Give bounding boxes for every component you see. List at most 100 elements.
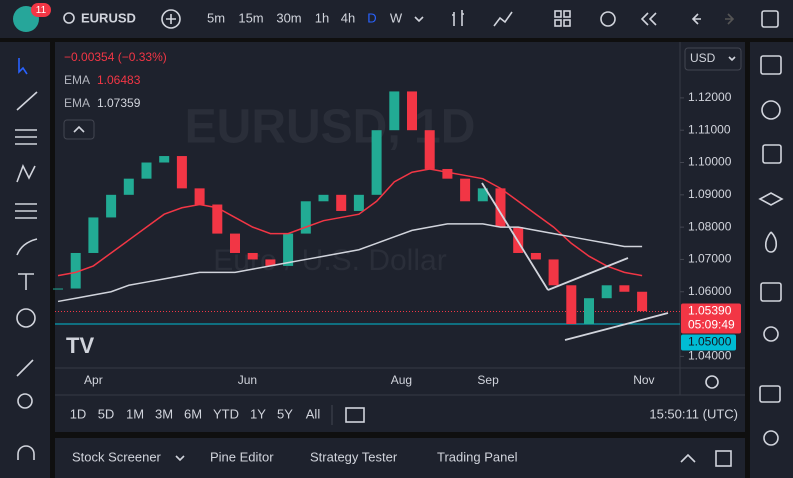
currency-select[interactable] — [684, 47, 742, 71]
candle — [123, 178, 134, 195]
clock: 15:50:11 (UTC) — [649, 406, 738, 421]
chart-panel — [55, 42, 745, 432]
panel-tab[interactable]: Pine Editor — [210, 449, 274, 464]
text-tool[interactable] — [18, 273, 34, 290]
timeframe[interactable]: 30m — [276, 10, 301, 25]
fullscreen-icon[interactable] — [761, 10, 779, 28]
pattern-tool[interactable] — [16, 164, 36, 183]
ema-label: EMA — [64, 96, 90, 110]
y-tick-label: 1.06000 — [688, 284, 732, 298]
candle — [353, 194, 364, 211]
chevron — [73, 125, 85, 133]
price-tag-countdown: 05:09:49 — [688, 318, 735, 332]
watchlist-icon[interactable] — [760, 55, 782, 75]
candle — [141, 162, 152, 179]
price-tag — [681, 303, 741, 334]
timeframe[interactable]: 5m — [207, 10, 225, 25]
range-button[interactable]: 3M — [155, 406, 173, 421]
zoom-tool[interactable] — [17, 393, 33, 409]
candle — [247, 252, 258, 260]
candle — [548, 259, 559, 286]
date-range-icon[interactable] — [345, 407, 365, 423]
x-tick-label: Apr — [84, 373, 103, 387]
collapse-legend[interactable] — [63, 119, 95, 140]
timeframe[interactable]: D — [367, 10, 376, 25]
x-tick-label: Aug — [391, 373, 412, 387]
ema-label: EMA — [64, 73, 90, 87]
ideas-icon[interactable] — [763, 326, 779, 342]
range-button[interactable]: 5Y — [277, 406, 293, 421]
range-button[interactable]: YTD — [213, 406, 239, 421]
help-icon[interactable] — [763, 430, 779, 446]
candle — [584, 298, 594, 325]
layout-icon[interactable] — [554, 10, 562, 18]
range-button[interactable]: 6M — [184, 406, 202, 421]
timeframe[interactable]: 1h — [315, 10, 329, 25]
y-tick-label: 1.11000 — [688, 122, 731, 136]
alerts-icon[interactable] — [761, 100, 781, 120]
alert-icon[interactable] — [600, 11, 616, 27]
candle — [336, 194, 347, 211]
x-tick-label: Jun — [238, 373, 257, 387]
maximize-panel[interactable] — [715, 450, 732, 467]
chevron[interactable] — [175, 455, 185, 462]
redo-icon[interactable] — [725, 13, 735, 25]
tabs: Stock Screener Pine Editor Strategy Tester… — [72, 449, 518, 464]
search-icon[interactable] — [63, 12, 75, 24]
projection-tool[interactable] — [15, 203, 37, 219]
indicators-icon[interactable] — [493, 11, 513, 27]
range-button[interactable]: 5D — [98, 406, 115, 421]
candle — [619, 285, 630, 292]
collapse-panel[interactable] — [680, 453, 696, 463]
timeframe[interactable]: W — [390, 10, 403, 25]
candle — [460, 178, 471, 202]
y-tick-label: 1.12000 — [688, 90, 732, 104]
magnet-tool[interactable] — [17, 445, 35, 460]
symbol[interactable]: EURUSD — [81, 10, 136, 25]
brush-tool[interactable] — [16, 238, 38, 256]
chart-type-icon[interactable] — [452, 10, 464, 26]
candle — [389, 91, 400, 131]
candle — [637, 291, 648, 312]
bottom-panel — [55, 438, 745, 478]
candle — [88, 217, 99, 253]
candle — [300, 201, 311, 234]
candle — [70, 252, 81, 289]
panel-tab[interactable]: Stock Screener — [72, 449, 162, 464]
candle — [442, 168, 453, 179]
calendar-icon[interactable] — [760, 282, 782, 302]
chevron[interactable] — [414, 16, 424, 23]
fib-tool[interactable] — [15, 129, 37, 145]
settings-icon[interactable] — [705, 375, 719, 389]
plot — [53, 91, 684, 357]
candle — [230, 233, 240, 253]
ruler-tool[interactable] — [16, 359, 34, 377]
right-sidebar — [750, 42, 793, 478]
trendline-tool[interactable] — [16, 91, 38, 111]
add-symbol[interactable] — [161, 9, 181, 29]
layers-icon[interactable] — [758, 192, 784, 206]
timeframe[interactable]: 4h — [341, 10, 355, 25]
hotlist-icon[interactable] — [764, 231, 778, 253]
range-button[interactable]: 1M — [126, 406, 144, 421]
candle — [265, 259, 276, 266]
cursor-tool[interactable] — [18, 58, 28, 75]
watermark-subtitle: Euro / U.S. Dollar — [213, 244, 446, 277]
range-button[interactable]: 1D — [70, 406, 87, 421]
range-button[interactable]: 1Y — [250, 406, 266, 421]
timeframe[interactable]: 15m — [238, 10, 263, 25]
y-tick-label: 1.08000 — [688, 219, 732, 233]
panel-tab[interactable]: Strategy Tester — [310, 449, 398, 464]
candle — [530, 252, 541, 260]
ema-line — [57, 223, 643, 303]
chat-icon[interactable] — [759, 385, 781, 403]
undo-icon[interactable] — [691, 13, 701, 25]
emoji-tool[interactable] — [16, 308, 36, 328]
badge-count: 11 — [36, 5, 47, 16]
panel-tab[interactable]: Trading Panel — [437, 449, 518, 464]
range-button[interactable]: All — [306, 406, 321, 421]
layout-icon — [563, 19, 571, 27]
replay-icon[interactable] — [640, 12, 657, 26]
data-window-icon[interactable] — [762, 144, 782, 164]
